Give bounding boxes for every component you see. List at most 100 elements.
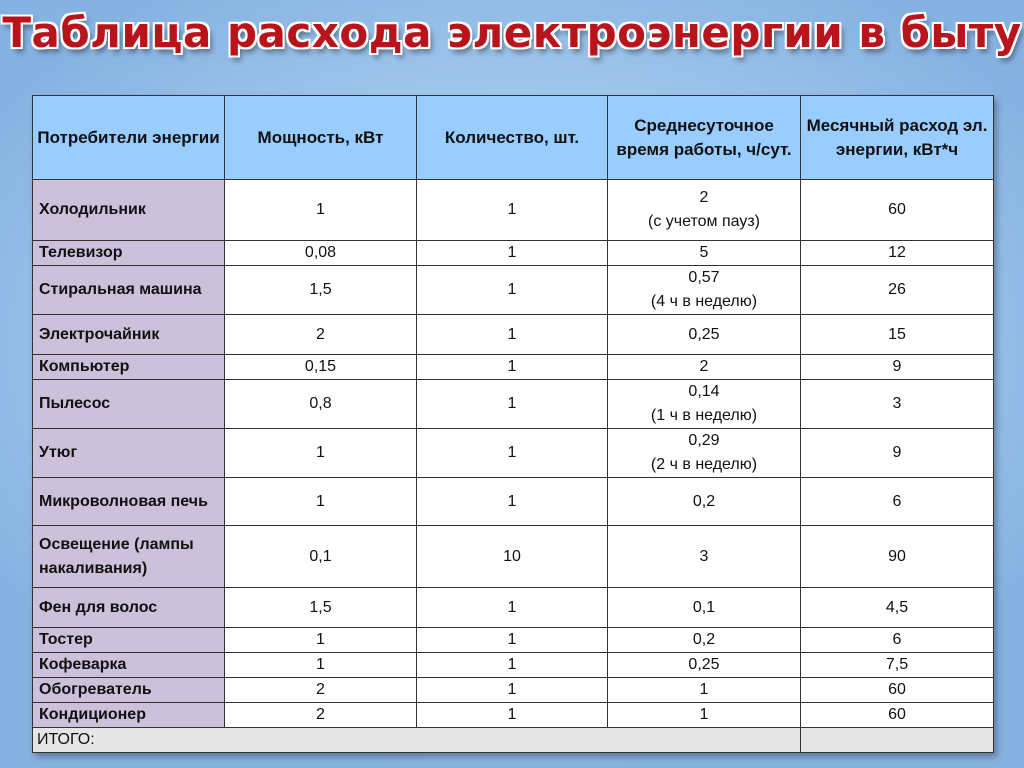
power-cell-value: 0,8: [309, 395, 332, 412]
monthly-cell-value: 9: [892, 358, 902, 375]
monthly-cell: 4,5: [800, 587, 994, 628]
daily-time-cell: 3: [607, 525, 801, 588]
quantity-cell-value: 1: [507, 681, 517, 698]
power-cell-value: 1: [316, 444, 325, 461]
consumer-name: Электрочайник: [32, 314, 225, 355]
monthly-cell: 90: [800, 525, 994, 588]
consumer-name-value: Телевизор: [39, 244, 123, 261]
daily-time-cell-value: 0,2: [692, 492, 716, 510]
monthly-cell-value: 60: [888, 681, 906, 698]
consumer-name-value: Пылесос: [39, 395, 111, 412]
quantity-cell-value: 1: [507, 244, 517, 261]
consumer-name: Пылесос: [32, 379, 225, 429]
daily-time-cell-value: 0,25: [688, 656, 720, 673]
monthly-cell-value: 60: [888, 201, 906, 218]
daily-time-cell: 0,25: [607, 314, 801, 355]
header-power: Мощность, кВт: [224, 95, 417, 180]
daily-time-cell-value: 0,57: [688, 269, 720, 286]
monthly-cell-value: 60: [888, 706, 906, 723]
table-row: Стиральная машина 1,5 1 0,57 (4 ч в неделю) 2…: [32, 265, 994, 315]
quantity-cell-value: 1: [507, 656, 517, 673]
quantity-cell: 1: [416, 677, 608, 703]
power-cell-value: 1: [316, 656, 325, 673]
power-cell-value: 1: [316, 492, 325, 510]
consumer-name-value: Фен для волос: [39, 598, 158, 616]
quantity-cell-value: 1: [507, 706, 517, 723]
monthly-cell-value: 90: [888, 547, 906, 565]
power-cell: 0,8: [224, 379, 417, 429]
monthly-cell: 15: [800, 314, 994, 355]
table-row: Обогреватель 2 1 1 60: [32, 677, 994, 703]
monthly-cell: 60: [800, 677, 994, 703]
quantity-cell-value: 1: [507, 492, 517, 510]
daily-time-cell: 0,57 (4 ч в неделю): [607, 265, 801, 315]
quantity-cell: 1: [416, 379, 608, 429]
total-row: ИТОГО:: [32, 727, 994, 753]
quantity-cell: 1: [416, 652, 608, 678]
consumer-name: Освещение (лампы накаливания): [32, 525, 225, 588]
daily-time-cell: 0,29 (2 ч в неделю): [607, 428, 801, 478]
monthly-cell-value: 4,5: [885, 598, 909, 616]
power-cell: 0,1: [224, 525, 417, 588]
power-cell-value: 0,08: [304, 244, 337, 261]
quantity-cell: 1: [416, 265, 608, 315]
daily-time-cell: 5: [607, 240, 801, 266]
header-consumers: Потребители энергии: [32, 95, 225, 180]
table-row: Тостер 1 1 0,2 6: [32, 627, 994, 653]
monthly-cell: 7,5: [800, 652, 994, 678]
monthly-cell: 26: [800, 265, 994, 315]
table-row: Электрочайник 2 1 0,25 15: [32, 314, 994, 355]
daily-time-cell: 1: [607, 702, 801, 728]
monthly-cell: 12: [800, 240, 994, 266]
daily-time-cell-value: 0,2: [692, 631, 716, 648]
consumer-name: Телевизор: [32, 240, 225, 266]
daily-time-cell: 0,2: [607, 627, 801, 653]
daily-time-cell: 2 (с учетом пауз): [607, 179, 801, 241]
time-note: (с учетом пауз): [647, 213, 760, 230]
consumer-name-value: Кондиционер: [39, 706, 146, 723]
power-cell: 2: [224, 677, 417, 703]
electricity-table: Потребители энергии Мощность, кВт Количе…: [32, 95, 994, 753]
power-cell: 0,15: [224, 354, 417, 380]
daily-time-cell: 2: [607, 354, 801, 380]
quantity-cell-value: 1: [507, 444, 517, 461]
daily-time-cell-value: 0,1: [692, 598, 716, 616]
daily-time-cell: 0,25: [607, 652, 801, 678]
table-row: Компьютер 0,15 1 2 9: [32, 354, 994, 380]
power-cell: 0,08: [224, 240, 417, 266]
quantity-cell: 1: [416, 240, 608, 266]
consumer-name: Кондиционер: [32, 702, 225, 728]
power-cell-value: 1,5: [309, 598, 332, 616]
consumer-name-value: Микроволновая печь: [39, 492, 208, 510]
power-cell: 1: [224, 652, 417, 678]
power-cell-value: 0,15: [304, 358, 337, 375]
consumer-name-value: Обогреватель: [39, 681, 152, 698]
header-quantity: Количество, шт.: [416, 95, 608, 180]
monthly-cell-value: 9: [892, 444, 902, 461]
power-cell: 2: [224, 702, 417, 728]
quantity-cell-value: 1: [507, 598, 517, 616]
time-note: (2 ч в неделю): [650, 456, 758, 473]
total-label: ИТОГО:: [32, 727, 801, 753]
consumer-name-value: Кофеварка: [39, 656, 127, 673]
quantity-cell-value: 10: [503, 547, 521, 565]
monthly-cell: 9: [800, 428, 994, 478]
header-daily-time: Среднесуточное время работы, ч/сут.: [607, 95, 801, 180]
consumer-name-value: Электрочайник: [39, 325, 160, 343]
monthly-cell: 60: [800, 179, 994, 241]
monthly-cell-value: 3: [892, 395, 902, 412]
daily-time-cell-value: 3: [699, 547, 709, 565]
power-cell-value: 2: [316, 325, 325, 343]
daily-time-cell: 0,2: [607, 477, 801, 526]
power-cell-value: 1: [316, 631, 325, 648]
power-cell: 1: [224, 179, 417, 241]
quantity-cell: 1: [416, 587, 608, 628]
power-cell-value: 0,1: [309, 547, 332, 565]
monthly-cell-value: 12: [888, 244, 906, 261]
quantity-cell-value: 1: [507, 358, 517, 375]
power-cell: 2: [224, 314, 417, 355]
monthly-cell: 6: [800, 627, 994, 653]
daily-time-cell: 0,1: [607, 587, 801, 628]
monthly-cell: 9: [800, 354, 994, 380]
consumer-name: Обогреватель: [32, 677, 225, 703]
